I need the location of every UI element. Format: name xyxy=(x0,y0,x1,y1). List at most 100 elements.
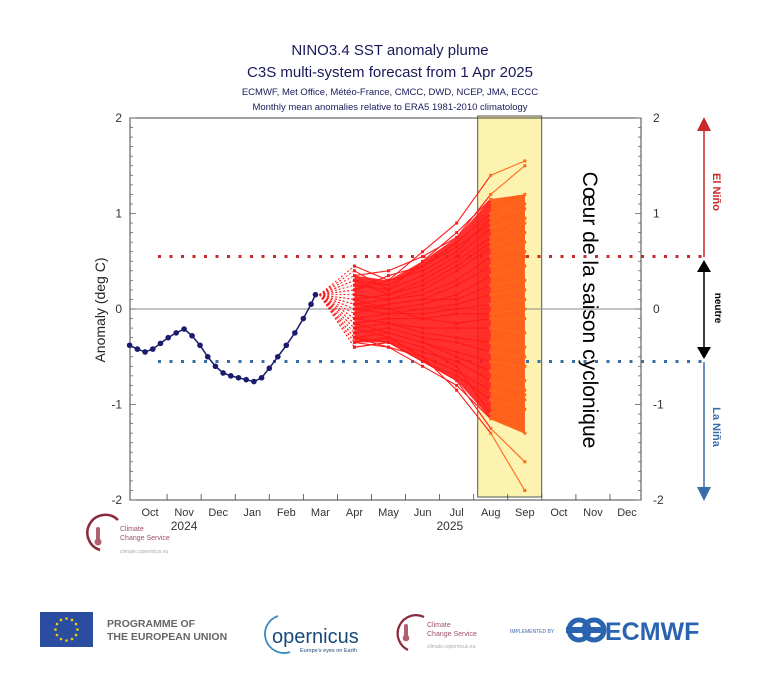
forecast-member-segment xyxy=(456,389,492,434)
neutral-arrow-down-icon xyxy=(697,347,711,359)
forecast-start-line xyxy=(319,294,355,300)
observed-point xyxy=(212,363,219,370)
x-tick-label: Nov xyxy=(174,507,194,519)
forecast-member-point xyxy=(352,321,356,325)
forecast-member-point xyxy=(352,326,356,330)
forecast-member-point xyxy=(455,302,459,306)
forecast-member-segment xyxy=(422,270,457,291)
forecast-member-point xyxy=(352,317,356,321)
forecast-member-segment xyxy=(354,270,389,277)
forecast-member-segment xyxy=(388,346,423,367)
year-label: 2025 xyxy=(436,519,463,533)
forecast-member-point xyxy=(421,269,425,273)
forecast-member-point xyxy=(352,274,356,278)
forecast-member-point xyxy=(352,312,356,316)
forecast-member-point xyxy=(352,331,356,335)
forecast-member-point xyxy=(421,331,425,335)
x-tick-label: Aug xyxy=(481,507,501,519)
forecast-member-segment xyxy=(456,198,492,233)
forecast-member-segment xyxy=(456,236,492,262)
forecast-member-segment xyxy=(456,241,492,267)
forecast-member-point xyxy=(455,240,459,244)
forecast-member-point xyxy=(455,388,459,392)
forecast-member-segment xyxy=(354,341,389,348)
implemented-by-label: IMPLEMENTED BY xyxy=(510,629,555,635)
y-tick-label-left: 0 xyxy=(115,302,122,316)
forecast-member-point xyxy=(421,274,425,278)
forecast-member-point xyxy=(421,364,425,368)
forecast-member-point xyxy=(352,336,356,340)
observed-point xyxy=(204,353,211,360)
forecast-member-point xyxy=(455,235,459,239)
observed-point xyxy=(189,332,195,339)
c3s-line2: Change Service xyxy=(427,631,477,638)
forecast-member-segment xyxy=(456,318,491,324)
forecast-member-segment xyxy=(354,270,389,291)
x-tick-label: Apr xyxy=(346,507,363,519)
forecast-member-point xyxy=(387,345,391,349)
x-tick-label: Oct xyxy=(141,507,158,519)
observed-point xyxy=(126,342,133,349)
forecast-member-point xyxy=(352,278,356,282)
forecast-start-line xyxy=(319,265,355,296)
forecast-start-line xyxy=(319,289,355,296)
forecast-member-segment xyxy=(456,265,492,286)
axes: 2 2 1 1 0 0 -1 -1 -2 -2 Oct Nov Dec Jan Feb Mar Apr May Ju… xyxy=(111,111,664,533)
observed-point xyxy=(142,349,148,355)
observed-point xyxy=(181,326,187,332)
forecast-member-segment xyxy=(354,327,389,339)
forecast-member-segment xyxy=(422,232,458,262)
x-tick-label: Oct xyxy=(550,507,567,519)
forecast-envelope-highlight xyxy=(490,194,525,434)
eu-star-icon xyxy=(55,622,59,626)
forecast-member-segment xyxy=(422,356,458,391)
forecast-member-segment xyxy=(388,346,423,358)
forecast-member-segment xyxy=(354,308,389,315)
forecast-member-point xyxy=(387,336,391,340)
forecast-member-point xyxy=(455,283,459,287)
forecast-member-point xyxy=(455,364,459,368)
forecast-member-segment xyxy=(354,303,389,310)
forecast-member-segment xyxy=(456,174,492,224)
observed-point xyxy=(274,353,281,360)
forecast-member-segment xyxy=(422,341,457,358)
forecast-start-line xyxy=(319,294,355,324)
eu-star-icon xyxy=(54,628,57,631)
observed-point xyxy=(312,291,319,298)
forecast-member-segment xyxy=(354,322,389,334)
observed-series xyxy=(126,291,319,385)
forecast-member-segment xyxy=(422,356,457,372)
forecast-member-segment xyxy=(422,265,457,286)
forecast-member-segment xyxy=(456,222,492,248)
forecast-member-point xyxy=(523,460,527,464)
forecast-member-point xyxy=(352,264,356,268)
x-tick-label: Dec xyxy=(617,507,637,519)
neutral-label: neutre xyxy=(712,293,723,324)
forecast-member-point xyxy=(523,159,527,163)
forecast-start-line xyxy=(319,294,355,319)
forecast-member-point xyxy=(455,350,459,354)
x-tick-label: Jul xyxy=(450,507,464,519)
forecast-member-segment xyxy=(388,308,423,315)
forecast-member-segment xyxy=(456,337,491,343)
observed-point xyxy=(235,374,242,381)
forecast-member-point xyxy=(421,340,425,344)
forecast-member-segment xyxy=(354,294,389,300)
forecast-member-point xyxy=(455,254,459,258)
eu-star-icon xyxy=(55,633,59,637)
eu-star-icon xyxy=(74,633,78,637)
forecast-member-point xyxy=(387,326,391,330)
forecast-member-point xyxy=(387,278,391,282)
copernicus-tagline: Europe's eyes on Earth xyxy=(300,648,357,654)
observed-point xyxy=(220,370,226,376)
forecast-member-segment xyxy=(388,279,423,296)
forecast-member-segment xyxy=(354,303,389,315)
forecast-member-segment xyxy=(354,279,389,296)
el-nino-arrow-icon xyxy=(697,117,711,131)
observed-point xyxy=(149,346,156,352)
y-tick-label-right: 1 xyxy=(653,207,660,221)
forecast-member-point xyxy=(455,297,459,301)
forecast-start-line xyxy=(319,294,355,315)
y-tick-label-left: -1 xyxy=(111,398,122,412)
observed-point xyxy=(134,346,141,352)
